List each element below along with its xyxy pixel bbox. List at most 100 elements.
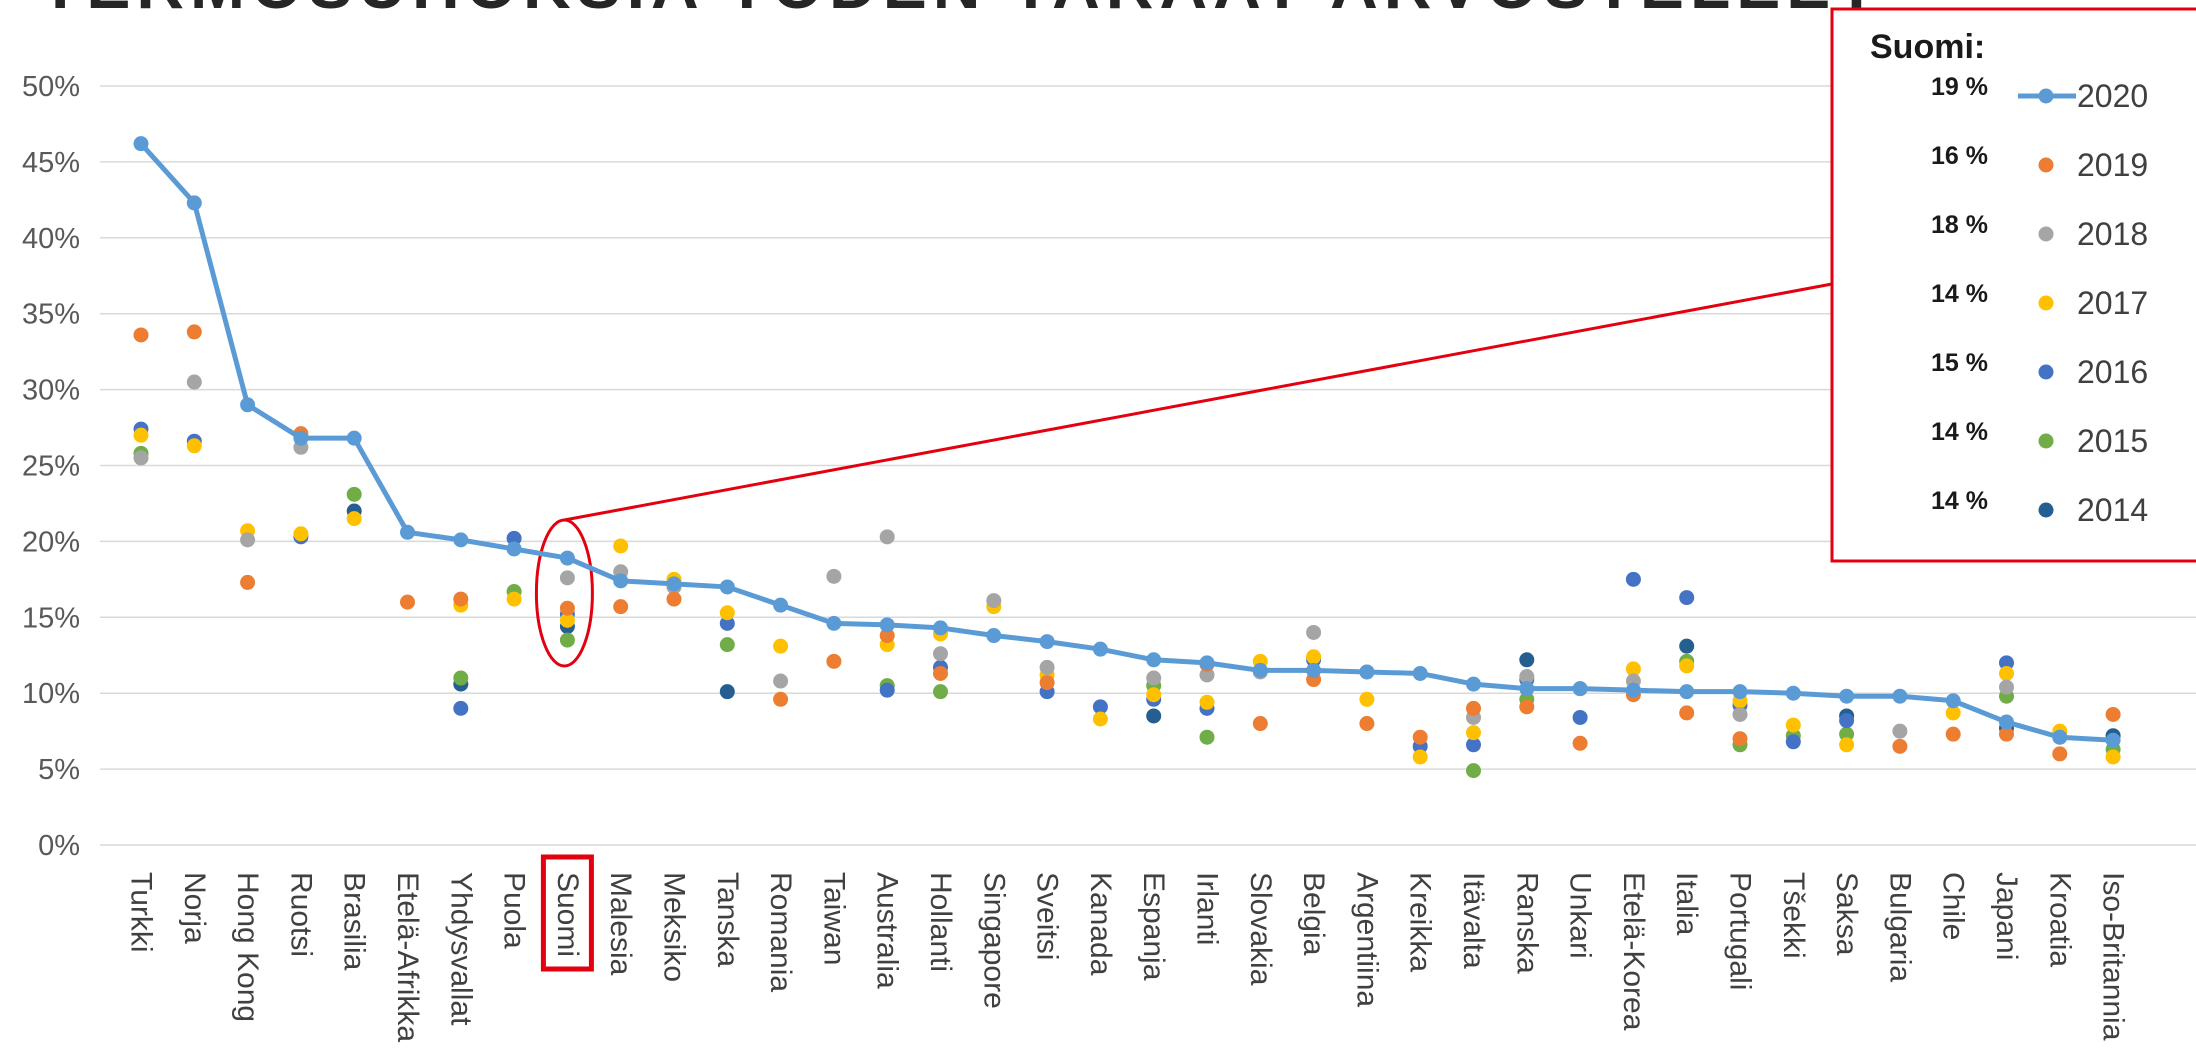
point-2018	[1732, 706, 1748, 722]
legend-value: 18 %	[1931, 211, 1988, 239]
point-2019	[453, 591, 469, 607]
point-2017	[1306, 649, 1322, 665]
point-2018	[879, 529, 895, 545]
point-2020	[186, 195, 202, 211]
point-2016	[506, 530, 522, 546]
y-tick-label: 25%	[22, 451, 80, 483]
point-2020	[2105, 732, 2121, 748]
point-2020	[400, 524, 415, 540]
x-tick-label: Itävalta	[1457, 872, 1490, 969]
point-2019	[1572, 735, 1588, 751]
point-2018	[559, 570, 575, 586]
point-2020	[1252, 662, 1268, 678]
point-2020	[133, 136, 149, 152]
y-tick-label: 30%	[22, 375, 80, 407]
legend-value: 14 %	[1931, 418, 1988, 446]
x-tick-label: Ruotsi	[284, 872, 317, 957]
y-axis-labels: 0% 5% 10% 15% 20% 25% 30% 35% 40% 45% 50%	[22, 71, 80, 862]
legend-value: 14 %	[1931, 487, 1988, 515]
point-2020	[559, 550, 575, 566]
point-2017	[346, 511, 362, 527]
data-points	[133, 324, 2121, 779]
point-2020	[1359, 664, 1375, 680]
point-2017	[1412, 749, 1428, 765]
point-2019	[2105, 706, 2121, 722]
point-2020	[1945, 693, 1961, 709]
point-2020	[1466, 676, 1481, 692]
legend-marker-2020	[2038, 88, 2054, 104]
point-2018	[133, 450, 149, 466]
point-2017	[1359, 691, 1375, 707]
point-2020	[293, 430, 309, 446]
point-2018	[1999, 679, 2014, 695]
point-2019	[933, 665, 948, 681]
point-2016	[1625, 571, 1641, 587]
x-tick-label: Kanada	[1084, 872, 1117, 976]
point-2020	[773, 597, 789, 613]
point-2020	[1092, 641, 1108, 657]
y-tick-label: 20%	[22, 526, 80, 558]
x-tick-label: Hollanti	[924, 872, 957, 972]
point-2014	[1146, 708, 1162, 724]
x-tick-label: Puola	[498, 872, 531, 949]
point-2015	[1839, 726, 1855, 742]
point-2020	[1892, 688, 1908, 704]
series-2020-path	[139, 142, 2114, 743]
y-tick-label: 5%	[38, 754, 80, 786]
x-tick-label: Meksiko	[658, 872, 691, 982]
y-tick-label: 35%	[22, 299, 80, 331]
point-2016	[1679, 590, 1695, 606]
x-tick-label: Australia	[871, 872, 904, 989]
y-tick-label: 10%	[22, 678, 80, 710]
legend-year: 2016	[2077, 354, 2148, 390]
point-2017	[2105, 749, 2121, 765]
highlight-annotation	[534, 282, 1833, 972]
point-2019	[133, 327, 149, 343]
point-2016	[1466, 737, 1481, 753]
x-tick-label: Sveitsi	[1031, 872, 1064, 960]
x-tick-label: Chile	[1937, 872, 1970, 940]
point-2018	[1039, 659, 1055, 675]
x-tick-label: Yhdysvallat	[444, 872, 477, 1026]
point-2020	[1839, 688, 1855, 704]
point-2016	[1839, 713, 1855, 729]
point-2016	[453, 700, 469, 716]
legend-year: 2019	[2077, 147, 2148, 183]
x-tick-label: Kroatia	[2043, 872, 2076, 967]
point-2016	[1999, 655, 2014, 671]
x-tick-label: Portugali	[1724, 872, 1757, 990]
point-2020	[1679, 684, 1695, 700]
x-tick-label: Iso-Britannia	[2097, 872, 2130, 1041]
x-tick-label: Brasilia	[338, 872, 371, 971]
legend-title: Suomi:	[1870, 28, 1985, 66]
point-2018	[773, 673, 789, 689]
point-2020	[240, 397, 256, 413]
point-2016	[1785, 734, 1801, 750]
point-2015	[453, 670, 469, 686]
x-tick-label: Taiwan	[817, 872, 850, 965]
point-2017	[1999, 665, 2014, 681]
series-2020-line	[133, 136, 2121, 748]
point-2019	[1945, 726, 1961, 742]
x-tick-label: Slovakia	[1244, 872, 1277, 986]
legend-box	[1830, 7, 2196, 563]
point-2020	[1572, 681, 1588, 697]
point-2020	[2052, 729, 2068, 745]
x-tick-label: Italia	[1670, 872, 1703, 936]
x-tick-label: Belgia	[1297, 872, 1330, 956]
x-tick-label: Espanja	[1137, 872, 1170, 981]
point-2018	[1199, 667, 1215, 683]
point-2015	[719, 637, 735, 653]
point-2017	[186, 438, 202, 454]
point-2019	[186, 324, 202, 340]
point-2020	[933, 620, 948, 636]
point-2020	[346, 430, 362, 446]
point-2019	[879, 628, 895, 644]
point-2020	[1732, 684, 1748, 700]
point-2020	[666, 576, 682, 592]
point-2019	[400, 594, 415, 610]
x-tick-label: Kreikka	[1404, 872, 1437, 972]
point-2018	[1519, 669, 1535, 685]
x-tick-label: Turkki	[125, 872, 158, 953]
